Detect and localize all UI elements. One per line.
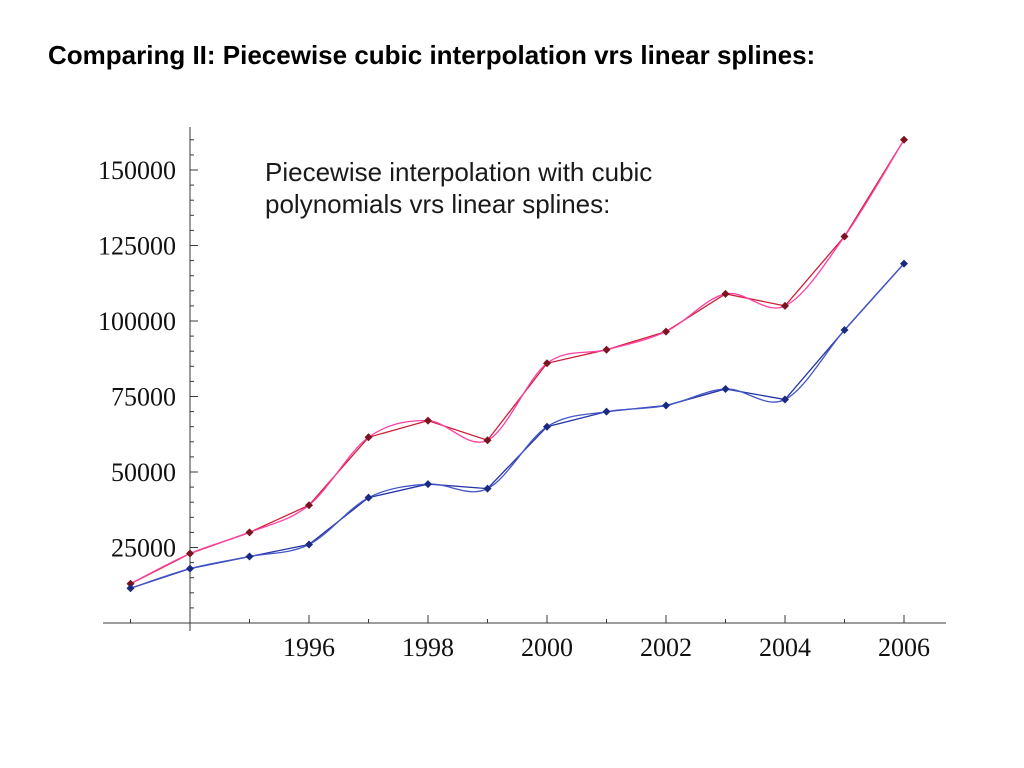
data-point-marker xyxy=(662,327,670,336)
x-tick-label: 1996 xyxy=(283,633,335,662)
data-point-marker xyxy=(364,493,373,502)
y-tick-label: 150000 xyxy=(98,156,176,185)
data-point-marker xyxy=(602,345,611,354)
data-point-marker xyxy=(483,436,492,445)
data-point-marker xyxy=(721,384,730,393)
data-point-marker xyxy=(186,549,194,558)
data-point-marker xyxy=(126,579,135,588)
data-point-marker xyxy=(186,564,194,573)
y-tick-label: 75000 xyxy=(111,383,176,412)
data-point-marker xyxy=(424,416,432,425)
data-point-marker xyxy=(305,540,313,549)
data-point-marker xyxy=(840,326,849,335)
data-point-marker xyxy=(245,552,254,561)
data-point-marker xyxy=(364,433,373,442)
chart-axes xyxy=(103,127,946,631)
data-point-marker xyxy=(305,501,313,510)
x-tick-label: 1998 xyxy=(402,633,454,662)
cubic-curve-lower-series-blue xyxy=(130,263,905,589)
series-upper-series-red xyxy=(126,135,908,588)
chart-annotation: Piecewise interpolation with cubic polyn… xyxy=(265,156,652,220)
y-tick-label: 25000 xyxy=(111,534,176,563)
y-tick-label: 100000 xyxy=(98,307,176,336)
x-tick-label: 2006 xyxy=(878,633,930,662)
series-lower-series-blue xyxy=(126,259,908,593)
data-point-marker xyxy=(245,528,254,537)
x-tick-label: 2000 xyxy=(521,633,573,662)
data-point-marker xyxy=(900,135,908,144)
y-tick-label: 50000 xyxy=(111,458,176,487)
data-point-marker xyxy=(543,422,551,431)
linear-spline-upper-series-red xyxy=(130,139,905,585)
x-tick-label: 2004 xyxy=(759,633,811,662)
data-point-marker xyxy=(424,480,432,489)
data-point-marker xyxy=(543,359,551,368)
data-point-marker xyxy=(900,259,908,268)
annotation-line-2: polynomials vrs linear splines: xyxy=(265,189,611,219)
data-point-marker xyxy=(721,289,730,298)
data-point-marker xyxy=(662,401,670,410)
annotation-line-1: Piecewise interpolation with cubic xyxy=(265,157,653,187)
slide-title: Comparing II: Piecewise cubic interpolat… xyxy=(48,40,816,70)
data-point-marker xyxy=(126,584,135,593)
data-point-marker xyxy=(840,232,849,241)
data-point-marker xyxy=(781,301,789,310)
comparison-chart: 1996 1998 2000 2002 2004 2006 25000 50000 75000 1… xyxy=(98,127,946,662)
x-tick-label: 2002 xyxy=(640,633,692,662)
linear-spline-lower-series-blue xyxy=(130,263,905,589)
y-tick-label: 125000 xyxy=(98,232,176,261)
data-point-marker xyxy=(483,484,492,493)
data-point-marker xyxy=(781,395,789,404)
data-point-marker xyxy=(602,407,611,416)
axis-tick-labels: 1996 1998 2000 2002 2004 2006 25000 50000 75000 1… xyxy=(98,156,930,662)
